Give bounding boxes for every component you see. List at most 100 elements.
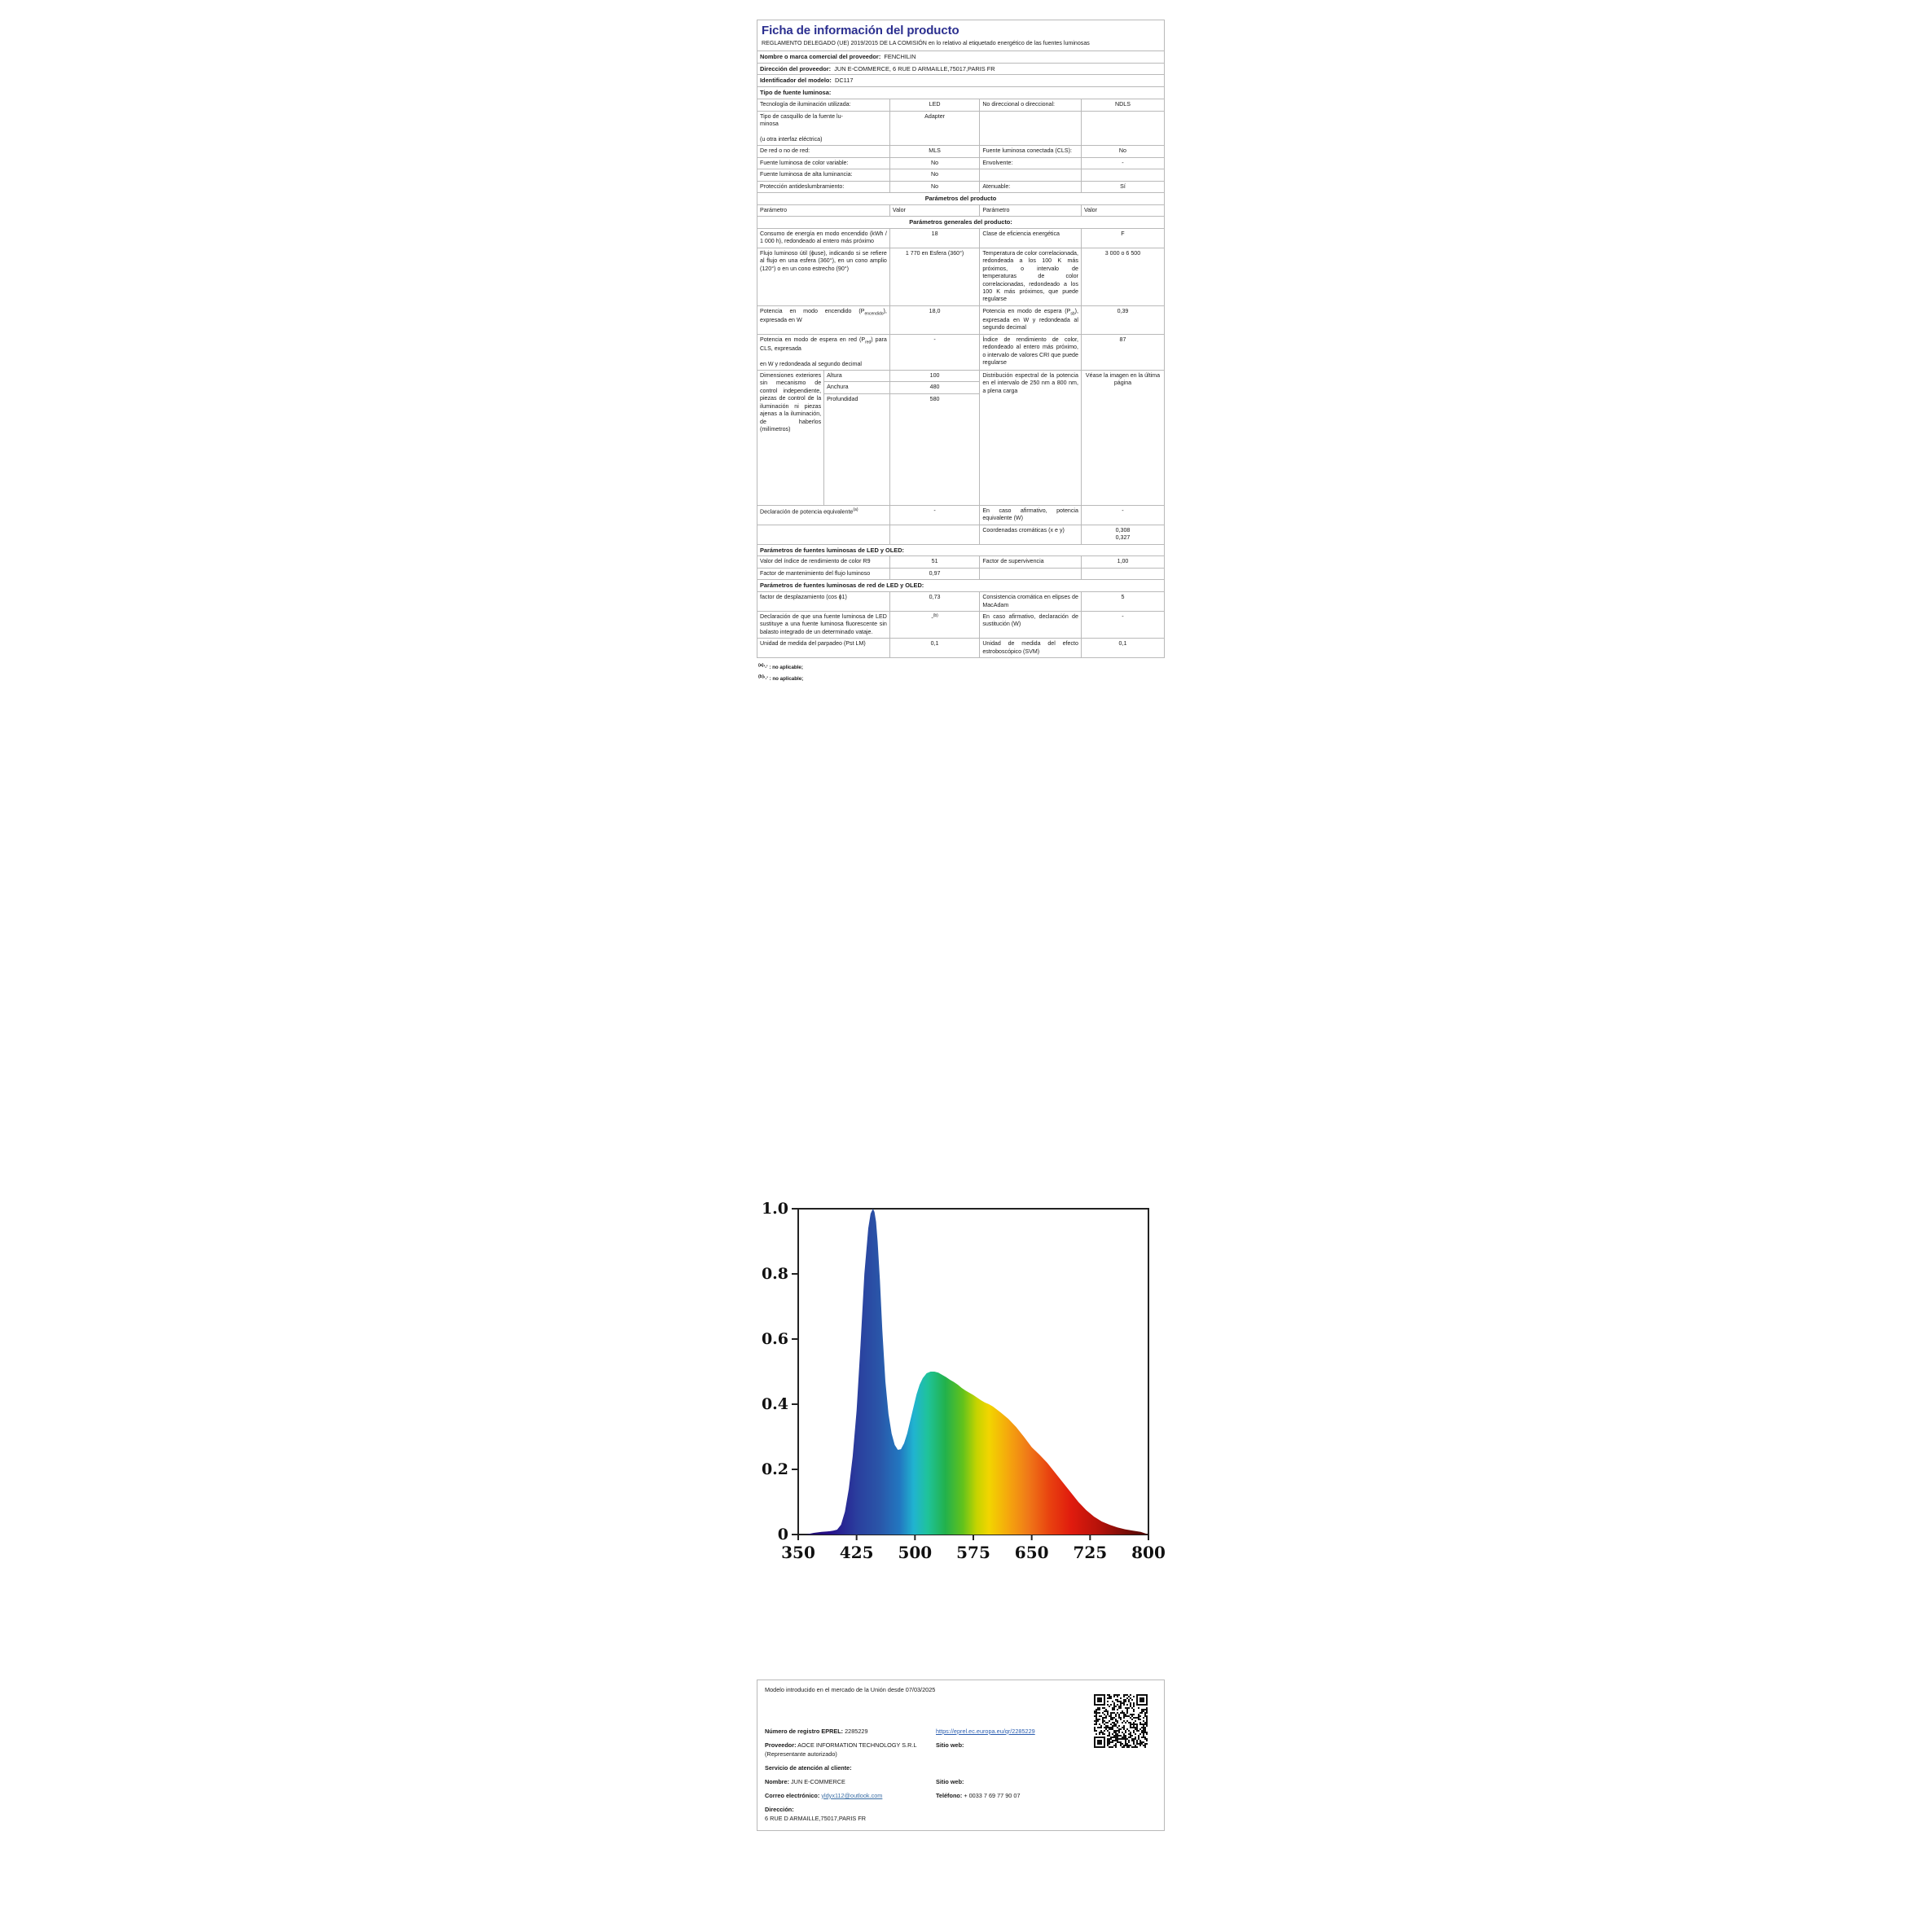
eprel-right: https://eprel.ec.europa.eu/qr/2285229: [936, 1728, 1157, 1737]
macadam-value: 5: [1080, 591, 1166, 612]
net-standby-b: ) para CLS, expresada: [760, 336, 887, 352]
cap-type-value: Adapter: [889, 110, 981, 147]
model-id-label: Identificador del modelo:: [760, 77, 832, 85]
spd-chart-svg: 0 0.2 0.4 0.6 0.8 1.0 350 425 500 575 650 725 800: [762, 1200, 1166, 1562]
table-row: Fuente luminosa de color variable: No En…: [757, 156, 1166, 170]
chromaticity-empty-value: [889, 524, 981, 545]
chromaticity-y: 0,327: [1115, 534, 1131, 542]
email-value[interactable]: yldyx112@outlook.com: [821, 1791, 883, 1799]
table-row: Declaración de potencia equivalente(a) -…: [757, 504, 1166, 525]
cap-type-line2: minosa: [760, 120, 779, 127]
equivalent-power-text: Declaración de potencia equivalente: [760, 508, 854, 516]
dimension-name-altura: Altura: [823, 370, 890, 383]
chart-y-tick-label: 0.8: [762, 1265, 788, 1283]
cap-type-empty-value: [1080, 110, 1166, 147]
email-label: Correo electrónico:: [765, 1791, 820, 1799]
mains-led-oled-banner: Parámetros de fuentes luminosas de red d…: [757, 579, 1165, 593]
table-row: Anchura 480: [757, 381, 1165, 394]
lighting-technology-value: LED: [889, 99, 981, 112]
efficiency-class-value: F: [1080, 228, 1166, 248]
lumen-maintenance-empty-label: [979, 567, 1082, 581]
equivalent-power-yes-value: -: [1080, 504, 1166, 525]
r9-label: Valor del índice de rendimiento de color…: [757, 555, 890, 569]
footer-supplier-value: AOCE INFORMATION TECHNOLOGY S.R.L (Repre…: [765, 1741, 917, 1758]
footer-name-label: Nombre:: [765, 1777, 789, 1785]
table-row: Dimensiones exteriores sin mecanismo de …: [756, 370, 1166, 506]
supplier-name-value: FENCHILIN: [884, 52, 916, 60]
substitution-declaration-label: Declaración de que una fuente luminosa d…: [757, 610, 890, 639]
eprel-url-link[interactable]: https://eprel.ec.europa.eu/qr/2285229: [936, 1727, 1035, 1735]
customer-service-row: Servicio de atención al cliente:: [765, 1764, 1157, 1773]
standby-label-b: ), expresada en W y redondeada al segund…: [982, 307, 1078, 332]
spd-value: Véase la imagen en la última página: [1080, 370, 1166, 506]
table-row: Tipo de fuente luminosa:: [757, 86, 1165, 100]
chromaticity-empty-label: [757, 524, 890, 545]
power-on-label: Potencia en modo encendido (Pencendido),…: [757, 305, 890, 335]
networked-standby-label: Potencia en modo de espera en red (Pred)…: [757, 333, 890, 371]
qr-code-svg: [1094, 1694, 1148, 1748]
anti-glare-label: Protección antideslumbramiento:: [757, 180, 890, 193]
standby-label-sub: sb: [1070, 311, 1075, 317]
chart-y-axis: 0 0.2 0.4 0.6 0.8 1.0: [762, 1200, 798, 1543]
useful-luminous-flux-label: Flujo luminoso útil (ɸuse), indicando si…: [757, 247, 890, 306]
macadam-label: Consistencia cromática en elipses de Mac…: [979, 591, 1082, 612]
table-row: Factor de mantenimiento del flujo lumino…: [757, 567, 1166, 581]
market-date-text: Modelo introducido en el mercado de la U…: [765, 1686, 936, 1693]
chart-x-tick-label: 725: [1073, 1543, 1107, 1562]
table-row: Profundidad 580: [757, 393, 1165, 506]
high-luminance-label: Fuente luminosa de alta luminancia:: [757, 169, 890, 182]
substitution-footnote-ref: (b): [933, 613, 938, 618]
high-luminance-empty-value: [1080, 169, 1166, 182]
footnote-b-text: '-' : no aplicable;: [763, 675, 804, 682]
table-row: Protección antideslumbramiento: No Atenu…: [757, 180, 1166, 193]
footer-address-value: 6 RUE D ARMAILLE,75017,PARIS FR: [765, 1814, 866, 1822]
cri-label: Índice de rendimiento de color, redondea…: [979, 333, 1082, 371]
spd-label: Distribución espectral de la potencia en…: [979, 370, 1082, 506]
footnote-a-text: '-' : no aplicable;: [763, 665, 803, 671]
model-id-cell: Identificador del modelo: DC117: [757, 74, 1165, 88]
table-row: Dirección del proveedor: JUN E-COMMERCE,…: [757, 62, 1165, 76]
anti-glare-value: No: [889, 180, 981, 193]
substitution-declaration-value: -(b): [889, 610, 981, 639]
supplier-name-cell: Nombre o marca comercial del proveedor: …: [757, 50, 1165, 64]
energy-consumption-value: 18: [889, 228, 981, 248]
power-on-value: 18,0: [889, 305, 981, 335]
supplier-address-cell: Dirección del proveedor: JUN E-COMMERCE,…: [757, 62, 1165, 76]
cri-value: 87: [1080, 333, 1166, 371]
high-luminance-empty-label: [979, 169, 1082, 182]
footnote-b-marker: (b): [758, 674, 764, 679]
supplier-address-value: JUN E-COMMERCE, 6 RUE D ARMAILLE,75017,P…: [834, 64, 995, 72]
page-title: Ficha de información del producto: [762, 24, 959, 37]
flicker-label: Unidad de medida del parpadeo (Pst LM): [757, 638, 890, 659]
standby-power-label: Potencia en modo de espera (Psb), expres…: [979, 305, 1082, 335]
dimension-value-profundidad: 580: [889, 393, 981, 506]
chromaticity-value: 0,308 0,327: [1080, 524, 1166, 545]
mains-label: De red o no de red:: [757, 145, 890, 158]
table-row: factor de desplazamiento (cos ɸ1) 0,73 C…: [757, 591, 1166, 612]
footnotes-block: (a)'-' : no aplicable; (b)'-' : no aplic…: [758, 661, 1165, 684]
lighting-technology-label: Tecnología de iluminación utilizada:: [757, 99, 890, 112]
footer-name-value: JUN E-COMMERCE: [791, 1777, 845, 1785]
high-luminance-value: No: [889, 169, 981, 182]
cct-value: 3 000 o 6 500: [1080, 247, 1166, 306]
col-header-parameter-1: Parámetro: [757, 204, 890, 217]
displacement-factor-value: 0,73: [889, 591, 981, 612]
phone-label: Teléfono:: [936, 1791, 963, 1799]
table-row: Ficha de información del producto REGLAM…: [757, 20, 1165, 51]
power-on-label-sub: encendido: [864, 311, 884, 317]
net-standby-a: Potencia en modo de espera en red (P: [760, 336, 866, 343]
table-row: Unidad de medida del parpadeo (Pst LM) 0…: [757, 638, 1166, 659]
name-row: Nombre: JUN E-COMMERCE Sitio web:: [765, 1778, 1157, 1787]
r9-value: 51: [889, 555, 981, 569]
supplier-name-label: Nombre o marca comercial del proveedor:: [760, 52, 881, 60]
standby-power-value: 0,39: [1080, 305, 1166, 335]
title-cell: Ficha de información del producto REGLAM…: [757, 20, 1165, 51]
chart-x-tick-label: 800: [1131, 1543, 1166, 1562]
dimension-value-anchura: 480: [889, 381, 981, 394]
table-row: De red o no de red: MLS Fuente luminosa …: [757, 145, 1166, 158]
footer-supplier-label: Proveedor:: [765, 1741, 797, 1749]
lumen-maintenance-value: 0,97: [889, 567, 981, 581]
chart-x-tick-label: 650: [1015, 1543, 1049, 1562]
equivalent-power-value: -: [889, 504, 981, 525]
survival-factor-label: Factor de supervivencia: [979, 555, 1082, 569]
